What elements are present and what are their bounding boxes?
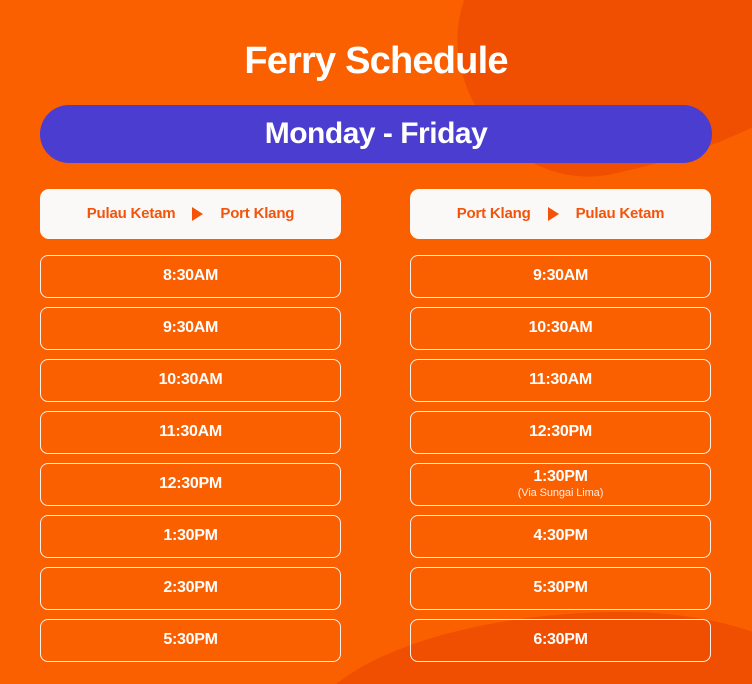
time-label: 1:30PM xyxy=(533,467,588,485)
time-row[interactable]: 10:30AM xyxy=(40,358,341,402)
time-row[interactable]: 11:30AM xyxy=(410,358,711,402)
time-list-inbound: 9:30AM 10:30AM 11:30AM 12:30PM 1:30PM (V… xyxy=(410,254,711,662)
time-row[interactable]: 5:30PM xyxy=(40,618,341,662)
time-label: 6:30PM xyxy=(533,631,588,649)
time-label: 4:30PM xyxy=(533,527,588,545)
time-row[interactable]: 6:30PM xyxy=(410,618,711,662)
time-list-outbound: 8:30AM 9:30AM 10:30AM 11:30AM 12:30PM 1:… xyxy=(40,254,341,662)
time-row[interactable]: 1:30PM (Via Sungai Lima) xyxy=(410,462,711,506)
time-label: 11:30AM xyxy=(529,371,592,389)
time-label: 12:30PM xyxy=(529,423,592,441)
time-row[interactable]: 1:30PM xyxy=(40,514,341,558)
route-destination: Port Klang xyxy=(220,205,295,223)
page-title: Ferry Schedule xyxy=(244,40,508,82)
time-label: 5:30PM xyxy=(533,579,588,597)
time-note: (Via Sungai Lima) xyxy=(517,486,604,499)
schedule-columns: Pulau Ketam Port Klang 8:30AM 9:30AM 10:… xyxy=(40,188,712,662)
time-label: 5:30PM xyxy=(163,631,218,649)
time-row[interactable]: 9:30AM xyxy=(40,306,341,350)
time-row[interactable]: 12:30PM xyxy=(40,462,341,506)
time-row[interactable]: 4:30PM xyxy=(410,514,711,558)
route-destination: Pulau Ketam xyxy=(575,205,665,223)
time-row[interactable]: 2:30PM xyxy=(40,566,341,610)
time-label: 9:30AM xyxy=(532,267,589,285)
route-header-inbound[interactable]: Port Klang Pulau Ketam xyxy=(410,188,711,239)
time-label: 2:30PM xyxy=(163,579,218,597)
schedule-column-outbound: Pulau Ketam Port Klang 8:30AM 9:30AM 10:… xyxy=(40,188,341,662)
time-row[interactable]: 12:30PM xyxy=(410,410,711,454)
time-label: 10:30AM xyxy=(158,371,223,389)
time-label: 8:30AM xyxy=(162,267,219,285)
day-range-label: Monday - Friday xyxy=(264,116,488,150)
time-label: 11:30AM xyxy=(159,423,222,441)
time-label: 1:30PM xyxy=(163,527,218,545)
route-origin: Pulau Ketam xyxy=(86,205,176,223)
time-row[interactable]: 11:30AM xyxy=(40,410,341,454)
route-header-outbound[interactable]: Pulau Ketam Port Klang xyxy=(40,188,341,239)
time-row[interactable]: 10:30AM xyxy=(410,306,711,350)
day-range-banner: Monday - Friday xyxy=(40,104,712,163)
time-row[interactable]: 9:30AM xyxy=(410,254,711,298)
time-label: 12:30PM xyxy=(159,475,222,493)
play-triangle-icon xyxy=(192,206,204,221)
schedule-column-inbound: Port Klang Pulau Ketam 9:30AM 10:30AM 11… xyxy=(410,188,711,662)
time-row[interactable]: 5:30PM xyxy=(410,566,711,610)
time-label: 10:30AM xyxy=(528,319,593,337)
time-label: 9:30AM xyxy=(162,319,219,337)
time-row[interactable]: 8:30AM xyxy=(40,254,341,298)
play-triangle-icon xyxy=(547,206,559,221)
route-origin: Port Klang xyxy=(456,205,531,223)
